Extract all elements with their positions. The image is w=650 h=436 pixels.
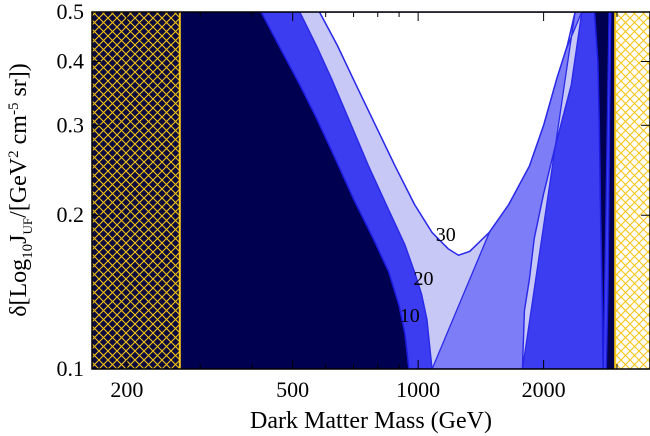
y-axis-title: δ[Log10JUF/[GeV2 cm-5 sr]) — [6, 63, 36, 317]
contour-label-20: 20 — [413, 268, 433, 290]
x-axis-title: Dark Matter Mass (GeV) — [250, 408, 492, 434]
x-tick-label: 2000 — [522, 377, 566, 402]
excluded-region-1 — [92, 12, 180, 369]
y-axis-title-part-5: sr]) — [6, 63, 32, 102]
x-axis-ticks: 200 500 1000 2000 — [110, 12, 618, 402]
y-axis-ticks: 0.1 0.2 0.3 0.4 0.5 — [57, 0, 650, 381]
excluded-region-2 — [615, 12, 650, 369]
y-tick-label: 0.3 — [57, 112, 85, 137]
contour-label-30: 30 — [436, 224, 456, 246]
plot-frame — [91, 11, 650, 370]
y-axis-title-part-3: /[GeV — [6, 157, 32, 218]
y-tick-label: 0.2 — [57, 202, 85, 227]
contour-layers — [260, 12, 612, 369]
y-axis-title-superscript-2: -5 — [6, 103, 22, 116]
y-axis-title-subscript-2: UF — [20, 218, 35, 235]
contour-right-sliver — [602, 12, 612, 369]
y-tick-label: 0.4 — [57, 48, 85, 73]
x-tick-label: 1000 — [396, 377, 440, 402]
x-tick-label: 500 — [276, 377, 309, 402]
y-axis-title-superscript-1: 2 — [6, 150, 22, 158]
excluded-regions — [92, 12, 650, 369]
y-axis-title-part-4: cm — [6, 115, 32, 151]
y-axis-title-part-2: J — [6, 234, 32, 243]
contour-30-open-region — [318, 12, 576, 257]
y-tick-label: 0.1 — [57, 356, 85, 381]
contour-label-10: 10 — [400, 305, 420, 327]
y-axis-title-part-1: δ[Log — [6, 259, 32, 317]
y-tick-label: 0.5 — [57, 0, 85, 24]
y-axis-title-subscript-1: 10 — [20, 244, 36, 259]
plot-content — [92, 12, 650, 369]
x-tick-label: 200 — [110, 377, 143, 402]
